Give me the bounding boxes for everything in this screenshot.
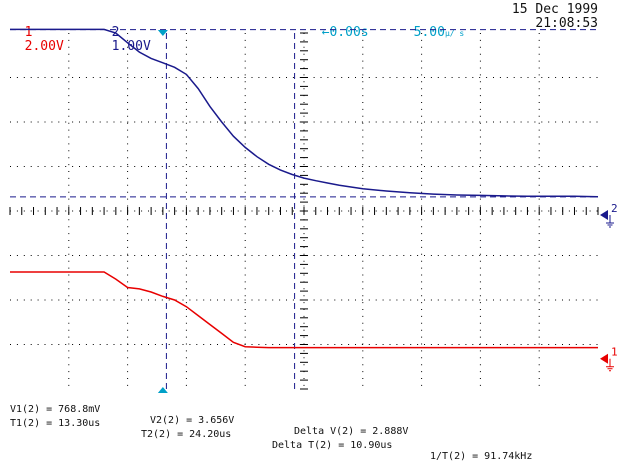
measurement-delta-t: Delta T(2) = 10.90us: [272, 440, 393, 451]
timebase-delay-value: 0.00s: [329, 25, 369, 40]
timebase-scale[interactable]: 5.00μ/ s: [398, 12, 465, 41]
channel-1-volts-per-div: 2.00V: [24, 39, 64, 54]
date-display: 15 Dec 1999: [511, 2, 598, 17]
screen-markers[interactable]: 21: [157, 30, 618, 393]
timebase-scale-value: 5.00: [413, 25, 445, 40]
time-display: 21:08:53: [535, 16, 598, 31]
trigger-top-marker-icon[interactable]: [157, 30, 168, 36]
channel-1-scale[interactable]: 1 2.00V: [9, 12, 64, 54]
graticule: [9, 32, 599, 390]
left-arrow-icon: ←: [321, 25, 330, 40]
channel-1-ground-marker[interactable]: 1: [600, 346, 618, 372]
ground-marker-label: 2: [611, 202, 618, 215]
measurement-v1: V1(2) = 768.8mV: [10, 404, 101, 415]
measurement-frequency: 1/T(2) = 91.74kHz: [430, 451, 533, 462]
cursor-lines[interactable]: [10, 29, 598, 389]
scope-display[interactable]: 21: [0, 0, 628, 432]
channel-2-ground-marker[interactable]: 2: [600, 202, 618, 228]
timebase-delay[interactable]: ←0.00s: [306, 12, 369, 40]
waveform-traces: [10, 28, 599, 349]
arrow-left-icon: [600, 353, 608, 364]
measurement-t1: T1(2) = 13.30us: [10, 418, 101, 429]
measurement-line-2: T1(2) = 13.30us T2(2) = 24.20us Delta T(…: [10, 407, 532, 462]
timebase-scale-unit: μ/ s: [444, 29, 465, 38]
arrow-left-icon: [600, 210, 608, 221]
measurement-v2: V2(2) = 3.656V: [150, 415, 235, 426]
measurement-t2: T2(2) = 24.20us: [141, 429, 232, 440]
ground-marker-label: 1: [611, 346, 618, 359]
channel-1-number: 1: [24, 25, 33, 40]
channel-2-waveform: [10, 28, 599, 198]
channel-1-waveform: [10, 271, 598, 349]
trigger-bottom-marker-icon[interactable]: [157, 387, 168, 393]
